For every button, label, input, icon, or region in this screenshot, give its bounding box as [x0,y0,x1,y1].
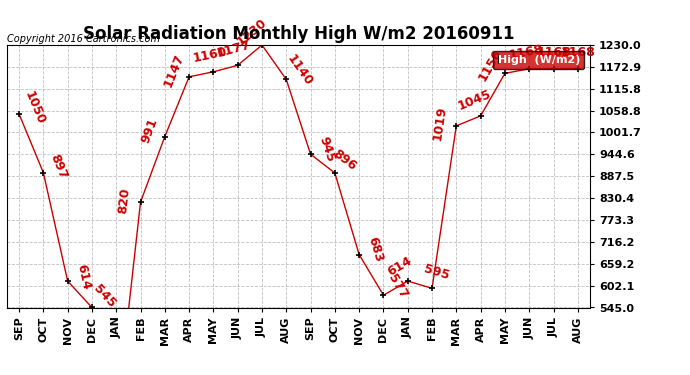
Text: 1019: 1019 [431,105,449,142]
Text: 1177: 1177 [215,38,252,60]
Text: 1156: 1156 [476,47,505,84]
Text: 1050: 1050 [22,89,47,126]
Text: 614: 614 [75,263,93,292]
Text: 1168: 1168 [536,46,571,58]
Text: 614: 614 [385,255,414,279]
Text: 1147: 1147 [161,52,186,89]
Title: Solar Radiation Monthly High W/m2 20160911: Solar Radiation Monthly High W/m2 201609… [83,26,514,44]
Text: 595: 595 [422,262,451,282]
Text: 577: 577 [386,272,410,301]
Text: 1160: 1160 [192,46,228,65]
Text: 1168: 1168 [508,43,544,62]
Text: 1230: 1230 [234,16,269,48]
Text: 545: 545 [90,282,118,310]
Text: 683: 683 [365,236,385,264]
Text: Copyright 2016 Cartronics.com: Copyright 2016 Cartronics.com [7,34,160,44]
Text: 1140: 1140 [284,52,315,88]
Text: 945: 945 [316,135,337,164]
Text: 897: 897 [48,152,70,181]
Text: 820: 820 [116,187,132,214]
Legend: High  (W/m2): High (W/m2) [493,51,584,69]
Text: 991: 991 [139,116,160,145]
Text: 1045: 1045 [455,88,493,113]
Text: 896: 896 [331,147,359,173]
Text: 1168: 1168 [560,46,595,58]
